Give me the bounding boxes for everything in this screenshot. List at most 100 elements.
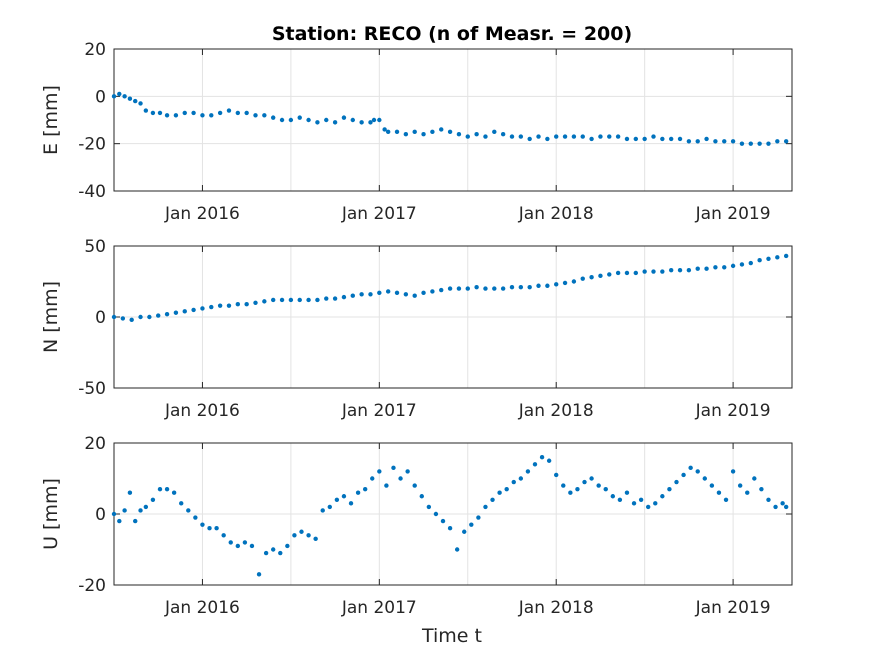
- data-point: [156, 313, 161, 318]
- data-point: [759, 486, 764, 492]
- data-point: [117, 91, 122, 97]
- data-point: [244, 302, 249, 307]
- data-point: [737, 483, 743, 488]
- x-tick-label: Jan 2016: [164, 204, 240, 224]
- data-point: [209, 304, 214, 310]
- data-point: [341, 494, 347, 499]
- data-point: [668, 267, 674, 273]
- data-point: [262, 113, 267, 118]
- data-point: [235, 110, 241, 116]
- data-point: [483, 134, 488, 139]
- data-point: [412, 483, 417, 488]
- data-point: [226, 108, 232, 113]
- data-point: [509, 284, 515, 290]
- data-point: [150, 110, 156, 116]
- data-point: [456, 132, 462, 137]
- data-point: [695, 266, 700, 271]
- data-point: [561, 483, 566, 488]
- data-point: [739, 262, 745, 267]
- data-point: [359, 120, 364, 125]
- data-point: [385, 289, 391, 294]
- data-point: [433, 511, 439, 517]
- data-point: [133, 98, 138, 104]
- x-tick-label: Jan 2019: [695, 401, 771, 421]
- data-point: [368, 292, 373, 297]
- data-point: [226, 303, 232, 308]
- data-point: [341, 115, 347, 120]
- data-point: [182, 309, 187, 314]
- data-point: [111, 511, 117, 517]
- data-point: [589, 136, 594, 142]
- data-point: [221, 533, 226, 538]
- data-point: [642, 269, 647, 274]
- data-point: [370, 476, 375, 481]
- data-point: [200, 113, 205, 118]
- data-point: [642, 136, 647, 142]
- data-point: [624, 270, 630, 276]
- data-point: [527, 284, 532, 290]
- y-tick-label: 20: [84, 434, 106, 454]
- data-point: [256, 572, 262, 577]
- data-point: [279, 117, 285, 123]
- y-tick-label: 0: [95, 505, 106, 525]
- data-point: [562, 134, 568, 139]
- x-tick-label: Jan 2017: [341, 401, 417, 421]
- x-tick-label: Jan 2018: [518, 598, 594, 618]
- data-point: [660, 136, 665, 142]
- data-point: [598, 134, 603, 139]
- data-point: [447, 526, 453, 531]
- data-point: [332, 296, 338, 301]
- y-tick-label: -40: [78, 182, 106, 202]
- data-point: [138, 101, 143, 106]
- data-point: [702, 476, 707, 481]
- data-point: [766, 497, 771, 502]
- data-point: [615, 134, 621, 139]
- data-point: [348, 501, 354, 506]
- data-point: [469, 522, 474, 527]
- data-point: [186, 508, 191, 513]
- data-point: [483, 504, 488, 510]
- data-point: [313, 536, 318, 542]
- data-point: [111, 94, 117, 99]
- data-point: [633, 136, 639, 142]
- data-point: [249, 543, 255, 549]
- data-point: [653, 501, 658, 506]
- data-point: [297, 297, 302, 303]
- data-point: [483, 286, 488, 291]
- data-point: [299, 529, 304, 534]
- y-axis-label: U [mm]: [40, 478, 62, 550]
- data-point: [228, 540, 233, 545]
- data-point: [554, 472, 559, 478]
- data-point: [207, 526, 212, 531]
- data-point: [439, 127, 444, 132]
- data-point: [430, 129, 435, 135]
- data-point: [783, 504, 789, 510]
- x-tick-label: Jan 2017: [341, 598, 417, 618]
- data-point: [562, 280, 568, 286]
- data-point: [327, 504, 332, 510]
- data-point: [757, 141, 762, 146]
- data-point: [695, 469, 700, 474]
- data-point: [244, 110, 249, 116]
- data-point: [511, 479, 516, 485]
- data-point: [278, 550, 283, 556]
- data-point: [598, 273, 603, 279]
- data-point: [504, 486, 509, 492]
- data-point: [440, 518, 446, 524]
- data-point: [120, 316, 126, 321]
- data-point: [688, 465, 693, 471]
- data-point: [200, 306, 205, 311]
- data-point: [394, 290, 400, 296]
- data-point: [447, 286, 453, 291]
- x-axis-label: Time t: [421, 625, 482, 647]
- data-point: [686, 267, 692, 273]
- data-point: [350, 117, 355, 123]
- data-point: [624, 136, 630, 142]
- data-point: [580, 134, 585, 139]
- data-point: [752, 476, 757, 481]
- data-point: [412, 129, 417, 135]
- panel-up: -20 0 20 Jan 2016 Jan 2017 Jan 2018 Jan 2019 U …: [40, 434, 793, 618]
- data-point: [723, 497, 729, 502]
- data-point: [193, 515, 198, 520]
- data-point: [412, 293, 417, 298]
